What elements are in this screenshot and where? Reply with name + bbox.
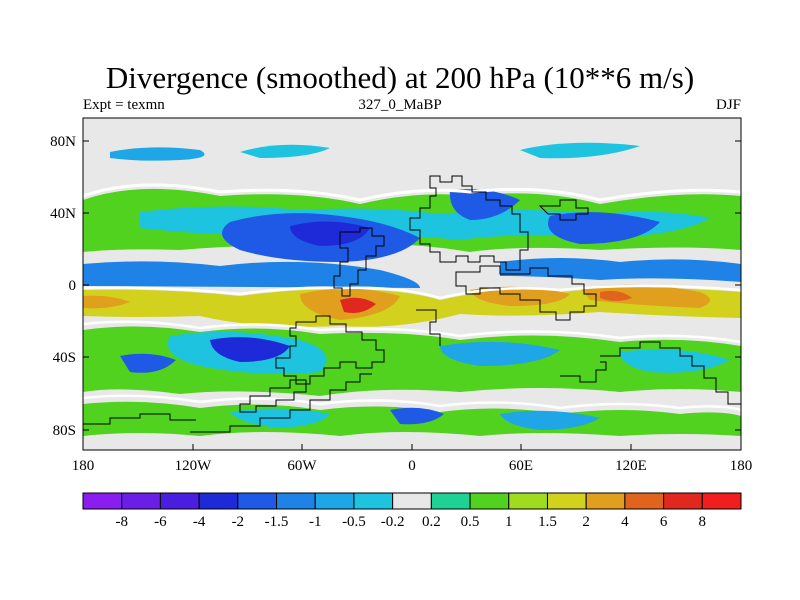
colorbar-swatch <box>353 492 394 510</box>
colorbar-swatch <box>663 492 703 510</box>
colorbar-swatch <box>546 492 587 510</box>
colorbar-swatch <box>314 492 355 510</box>
axis-ticks <box>82 140 742 450</box>
field-blue-core-s1 <box>210 337 290 362</box>
colorbar-label: -0.2 <box>381 514 405 530</box>
zero-contour-n <box>83 183 741 202</box>
colorbar-label: 0.2 <box>422 514 441 530</box>
colorbar-label: -4 <box>193 514 206 530</box>
field-blue-eq-band <box>83 261 420 288</box>
coastline-south-continent <box>275 315 385 385</box>
colorbar-swatch <box>624 492 665 510</box>
zero-contour-eq-s <box>83 320 741 344</box>
field-cyan-north-2 <box>240 144 330 158</box>
lon-label: 120W <box>175 458 213 474</box>
field-cyan-north-3 <box>520 142 640 159</box>
coastline-me-segment <box>416 309 441 346</box>
colorbar-label: 0.5 <box>461 514 480 530</box>
field-blue-core-s2 <box>120 353 176 373</box>
colorbar-swatch <box>508 492 548 510</box>
divergence-field <box>83 118 741 450</box>
colorbar-swatch <box>82 492 123 510</box>
lat-label: 40S <box>53 350 76 366</box>
coastline-far-south <box>83 413 196 425</box>
field-blue-core-n2 <box>290 221 370 246</box>
field-blue-core-n4 <box>449 189 520 220</box>
lon-label: 60W <box>287 458 317 474</box>
colorbar-label: 8 <box>699 514 707 530</box>
chart-title: Divergence (smoothed) at 200 hPa (10**6 … <box>105 60 695 95</box>
coastline-south-inlet <box>239 379 307 413</box>
lat-label: 80N <box>50 134 76 150</box>
colorbar-label: -2 <box>232 514 245 530</box>
field-cyan-north-1 <box>110 147 205 161</box>
field-yellow-eq-band <box>83 288 741 327</box>
lon-label: 120E <box>615 458 647 474</box>
colorbar-swatch <box>430 492 471 510</box>
experiment-label: Expt = texmn <box>83 97 165 113</box>
coastline-east-continent <box>538 199 589 221</box>
colorbar-label: -6 <box>154 514 167 530</box>
colorbar-label: -8 <box>115 514 128 530</box>
coastline-north-continent <box>409 175 529 271</box>
lat-label: 0 <box>69 278 77 294</box>
colorbar-label: 2 <box>582 514 590 530</box>
colorbar-label: 4 <box>621 514 629 530</box>
coastline-se-continent <box>600 341 741 405</box>
field-red-eq-right <box>600 290 632 301</box>
colorbar-swatch <box>392 492 432 510</box>
zero-contour-eq-n <box>83 284 741 300</box>
colorbar-label: 1.5 <box>538 514 557 530</box>
colorbar-swatch <box>469 492 510 510</box>
colorbar-swatch <box>159 492 200 510</box>
field-cyan-band-s2 <box>440 341 560 366</box>
colorbar: -8 -6 -4 -2 -1.5 -1 -0.5 -0.2 0.2 0.5 1 1.5 2 4 6 8 <box>82 492 742 530</box>
lon-label: 180 <box>72 458 95 474</box>
field-cyan-band-s5 <box>500 410 600 430</box>
field-orange-eq-3 <box>580 284 710 308</box>
run-label: 327_0_MaBP <box>358 97 442 113</box>
lon-label: 60E <box>509 458 533 474</box>
colorbar-label: 1 <box>505 514 513 530</box>
coastline-eq-continent <box>455 265 597 321</box>
lon-label: 0 <box>408 458 416 474</box>
colorbar-swatch <box>585 492 626 510</box>
colorbar-label: -1.5 <box>265 514 289 530</box>
colorbar-label: -0.5 <box>342 514 366 530</box>
lat-axis-labels: 80N 40N 0 40S 80S <box>50 134 76 439</box>
season-label: DJF <box>715 97 741 113</box>
field-orange-eq-4 <box>83 295 130 309</box>
colorbar-label: -1 <box>309 514 322 530</box>
colorbar-swatch <box>198 492 239 510</box>
coastline-antarctic-edge <box>190 373 372 433</box>
field-blue-core-s3 <box>390 407 444 425</box>
coastline-se-edge <box>560 361 607 383</box>
colorbar-swatch <box>701 492 742 510</box>
colorbar-swatch <box>121 492 161 510</box>
field-red-eq-core <box>340 297 376 313</box>
paleo-coastlines <box>83 175 741 433</box>
colorbar-swatch <box>276 492 316 510</box>
lon-axis-labels: 180 120W 60W 0 60E 120E 180 <box>72 458 753 474</box>
colorbar-label: 6 <box>660 514 668 530</box>
lat-label: 80S <box>53 423 76 439</box>
lat-label: 40N <box>50 206 76 222</box>
field-cyan-band-s3 <box>620 349 730 373</box>
lon-label: 180 <box>730 458 753 474</box>
zero-contour-s <box>83 394 741 412</box>
colorbar-swatch <box>237 492 278 510</box>
coastline-west-continent <box>333 227 385 297</box>
